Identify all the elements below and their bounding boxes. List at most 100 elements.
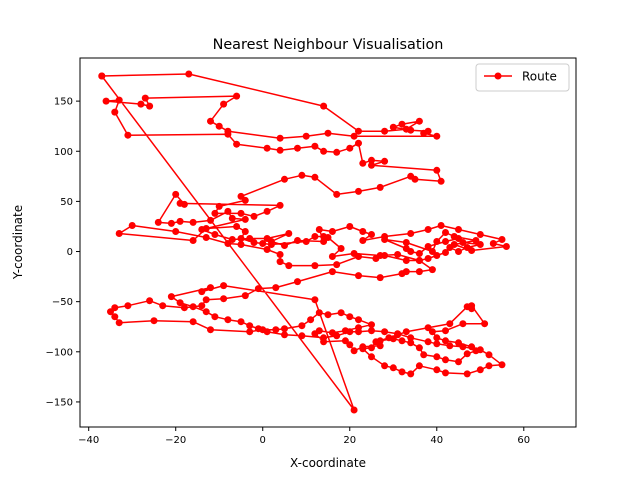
route-point bbox=[442, 356, 449, 364]
route-point bbox=[307, 316, 315, 324]
route-point bbox=[442, 327, 449, 335]
route-point bbox=[455, 248, 462, 255]
route-point bbox=[355, 316, 362, 324]
route-point bbox=[407, 230, 415, 237]
route-point bbox=[442, 369, 449, 377]
route-point bbox=[333, 261, 341, 269]
route-point bbox=[368, 353, 375, 361]
route-point bbox=[254, 325, 262, 333]
route-point bbox=[433, 340, 441, 348]
route-point bbox=[324, 234, 332, 241]
route-point bbox=[311, 296, 319, 304]
route-point bbox=[202, 308, 210, 316]
route-point bbox=[398, 120, 406, 128]
route-point bbox=[137, 100, 145, 108]
route-point bbox=[141, 94, 149, 102]
route-point bbox=[455, 226, 462, 233]
route-point bbox=[233, 223, 241, 230]
route-point bbox=[389, 364, 397, 372]
route-point bbox=[442, 337, 449, 345]
route-point bbox=[433, 252, 441, 259]
route-point bbox=[311, 262, 319, 270]
route-point bbox=[281, 331, 288, 339]
y-tick-label: −150 bbox=[46, 397, 73, 408]
route-point bbox=[355, 328, 362, 336]
route-point bbox=[263, 144, 271, 152]
route-point bbox=[207, 216, 214, 224]
route-point bbox=[276, 146, 284, 154]
route-point bbox=[189, 237, 197, 244]
route-point bbox=[346, 223, 354, 230]
route-point bbox=[180, 200, 188, 208]
route-point bbox=[241, 215, 249, 223]
route-point bbox=[315, 309, 323, 317]
route-point bbox=[381, 127, 389, 135]
route-point bbox=[246, 322, 254, 330]
route-point bbox=[202, 225, 210, 232]
route-point bbox=[189, 218, 197, 226]
route-point bbox=[437, 177, 445, 185]
route-point bbox=[368, 327, 375, 335]
route-point bbox=[346, 313, 354, 321]
route-point bbox=[350, 347, 358, 355]
route-point bbox=[172, 228, 180, 235]
route-point bbox=[294, 278, 301, 286]
y-tick-label: −100 bbox=[46, 347, 73, 358]
y-tick-label: 0 bbox=[67, 247, 73, 258]
route-point bbox=[228, 214, 236, 222]
route-point bbox=[311, 330, 319, 338]
route-point bbox=[324, 311, 332, 319]
route-point bbox=[498, 361, 506, 369]
route-point bbox=[276, 134, 284, 142]
route-point bbox=[154, 218, 162, 226]
route-point bbox=[285, 262, 293, 270]
route-point bbox=[111, 108, 119, 116]
route-point bbox=[250, 239, 258, 246]
route-point bbox=[202, 296, 210, 304]
route-point bbox=[189, 303, 197, 311]
route-point bbox=[407, 172, 415, 180]
route-point bbox=[302, 238, 310, 245]
route-point bbox=[146, 297, 154, 305]
route-point bbox=[237, 209, 245, 217]
route-point bbox=[381, 157, 389, 165]
y-tick-label: 100 bbox=[54, 147, 73, 158]
route-point bbox=[463, 244, 471, 251]
route-point bbox=[433, 353, 441, 361]
route-point bbox=[198, 302, 206, 310]
route-point bbox=[415, 250, 423, 257]
route-point bbox=[402, 239, 410, 246]
route-point bbox=[455, 358, 462, 366]
route-point bbox=[294, 237, 301, 244]
route-point bbox=[224, 240, 232, 247]
route-point bbox=[333, 190, 341, 198]
route-point bbox=[476, 241, 484, 248]
route-point bbox=[128, 222, 136, 229]
route-point bbox=[481, 320, 489, 328]
route-point bbox=[407, 370, 415, 378]
route-point bbox=[359, 228, 367, 235]
legend: Route bbox=[475, 63, 570, 92]
route-point bbox=[315, 226, 323, 233]
route-point bbox=[281, 325, 288, 333]
route-point bbox=[433, 334, 441, 342]
route-point bbox=[180, 304, 188, 312]
route-point bbox=[267, 241, 275, 248]
route-point bbox=[498, 236, 506, 243]
route-point bbox=[311, 142, 319, 150]
legend-route-marker bbox=[494, 72, 502, 80]
route-point bbox=[276, 258, 284, 266]
route-point bbox=[285, 230, 293, 237]
route-point bbox=[211, 313, 219, 321]
route-point bbox=[376, 274, 384, 282]
route-point bbox=[207, 326, 214, 334]
route-point bbox=[146, 102, 154, 110]
y-axis: −150 −100 −50 0 50 100 150 bbox=[46, 97, 80, 408]
route-point bbox=[502, 243, 510, 250]
route-point bbox=[320, 147, 328, 155]
route-point bbox=[407, 248, 415, 255]
route-point bbox=[476, 231, 484, 238]
route-point bbox=[402, 328, 410, 336]
route-point bbox=[346, 144, 354, 152]
